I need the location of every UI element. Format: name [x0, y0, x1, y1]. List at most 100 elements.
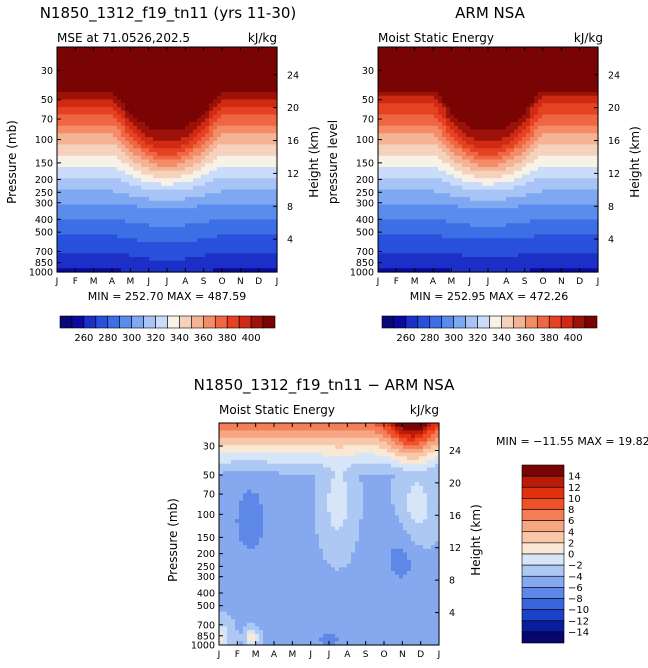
field-cell	[213, 62, 218, 67]
field-cell	[97, 73, 102, 78]
field-cell	[562, 133, 567, 138]
field-cell	[209, 155, 214, 161]
field-cell	[89, 114, 94, 119]
field-cell	[137, 215, 142, 221]
field-cell	[253, 107, 258, 112]
field-cell	[394, 95, 399, 101]
field-cell	[526, 50, 531, 56]
field-cell	[61, 95, 66, 101]
field-cell	[85, 137, 90, 142]
field-cell	[546, 88, 551, 93]
field-cell	[225, 260, 230, 266]
field-cell	[249, 260, 254, 266]
field-cell	[153, 92, 158, 97]
field-cell	[530, 54, 535, 59]
field-cell	[221, 197, 226, 202]
field-cell	[117, 185, 122, 191]
field-cell	[149, 65, 154, 71]
field-cell	[69, 65, 74, 71]
field-cell	[502, 50, 507, 56]
field-cell	[578, 84, 583, 89]
field-cell	[145, 230, 150, 236]
field-cell	[165, 133, 170, 138]
field-cell	[133, 185, 138, 191]
field-cell	[378, 88, 383, 93]
field-cell	[542, 118, 547, 123]
field-cell	[113, 103, 118, 108]
field-cell	[398, 137, 403, 142]
field-cell	[65, 65, 70, 71]
field-cell	[470, 133, 475, 138]
field-cell	[85, 167, 90, 172]
field-cell	[165, 114, 170, 119]
field-cell	[418, 47, 423, 52]
field-cell	[149, 215, 154, 221]
field-cell	[81, 215, 86, 221]
field-cell	[205, 62, 210, 67]
field-cell	[141, 95, 146, 101]
field-cell	[133, 268, 138, 273]
field-cell	[245, 182, 250, 187]
field-cell	[213, 118, 218, 123]
field-cell	[93, 47, 98, 52]
field-cell	[490, 125, 495, 131]
field-cell	[65, 50, 70, 56]
field-cell	[89, 58, 94, 63]
field-cell	[93, 249, 98, 254]
field-cell	[157, 54, 162, 59]
field-cell	[466, 84, 471, 89]
field-cell	[109, 65, 114, 71]
field-cell	[225, 159, 230, 164]
field-cell	[217, 137, 222, 142]
field-cell	[121, 182, 126, 187]
field-cell	[85, 54, 90, 59]
field-cell	[137, 88, 142, 93]
field-cell	[157, 148, 162, 153]
field-cell	[562, 69, 567, 74]
field-cell	[594, 77, 599, 82]
field-cell	[213, 193, 218, 198]
field-cell	[518, 137, 523, 142]
field-cell	[518, 69, 523, 74]
field-cell	[257, 257, 262, 262]
field-cell	[594, 95, 599, 101]
field-cell	[502, 129, 507, 134]
field-cell	[101, 155, 106, 161]
field-cell	[133, 133, 138, 138]
field-cell	[229, 92, 234, 97]
field-cell	[165, 249, 170, 254]
field-cell	[410, 144, 415, 149]
field-cell	[253, 170, 258, 176]
field-cell	[57, 163, 62, 168]
field-cell	[253, 230, 258, 236]
field-cell	[129, 47, 134, 52]
field-cell	[566, 118, 571, 123]
field-cell	[81, 208, 86, 213]
field-cell	[514, 50, 519, 56]
field-cell	[225, 223, 230, 228]
field-cell	[133, 125, 138, 131]
field-cell	[498, 144, 503, 149]
field-cell	[410, 69, 415, 74]
field-cell	[141, 268, 146, 273]
field-cell	[181, 122, 186, 127]
stats-label: MIN = 252.70 MAX = 487.59	[88, 290, 246, 303]
field-cell	[185, 95, 190, 101]
field-cell	[201, 193, 206, 198]
colorbar-swatch	[203, 315, 216, 329]
field-cell	[181, 50, 186, 56]
field-cell	[121, 107, 126, 112]
field-cell	[402, 95, 407, 101]
field-cell	[85, 84, 90, 89]
field-cell	[510, 77, 515, 82]
field-cell	[237, 212, 242, 217]
field-cell	[225, 69, 230, 74]
field-cell	[406, 133, 411, 138]
field-cell	[57, 50, 62, 56]
field-cell	[205, 84, 210, 89]
field-cell	[426, 144, 431, 149]
field-cell	[89, 95, 94, 101]
field-cell	[141, 80, 146, 86]
field-cell	[273, 167, 278, 172]
field-cell	[253, 242, 258, 247]
